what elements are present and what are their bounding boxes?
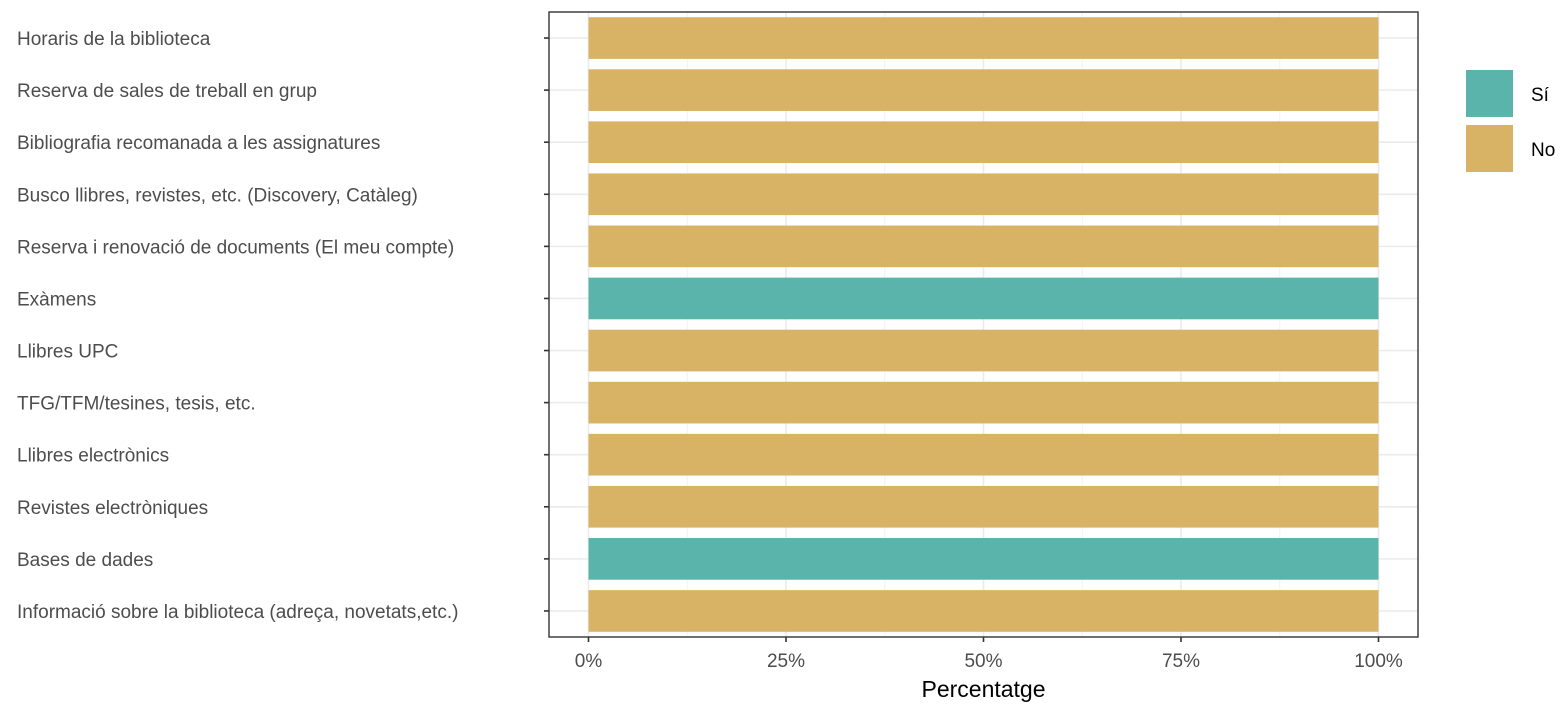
category-label: Revistes electròniques xyxy=(17,498,208,519)
legend-key-no xyxy=(1466,125,1513,172)
bar-no xyxy=(588,173,1379,216)
y-axis: Horaris de la biblioteca Reserva de sales… xyxy=(17,29,549,623)
x-tick-label: 100% xyxy=(1354,651,1403,672)
bar-no xyxy=(588,590,1379,632)
category-label: Horaris de la biblioteca xyxy=(17,29,211,50)
category-label: Bibliografia recomanada a les assignatur… xyxy=(17,133,380,154)
x-tick-label: 0% xyxy=(575,651,603,672)
category-label: Llibres UPC xyxy=(17,342,118,363)
category-label: Exàmens xyxy=(17,289,96,310)
x-tick-label: 25% xyxy=(767,651,805,672)
bars xyxy=(588,17,1379,632)
category-label: Reserva i renovació de documents (El meu… xyxy=(17,237,454,258)
legend-label: Sí xyxy=(1531,85,1550,106)
bar-no xyxy=(588,329,1379,372)
bar-no xyxy=(588,381,1379,424)
category-label: Reserva de sales de treball en grup xyxy=(17,81,317,102)
bar-si xyxy=(588,538,1379,580)
x-axis: 0% 25% 50% 75% 100% xyxy=(575,637,1403,672)
bar-no xyxy=(588,69,1379,111)
x-tick-label: 50% xyxy=(964,651,1002,672)
legend: Sí No xyxy=(1466,70,1555,172)
bar-no xyxy=(588,433,1379,476)
bar-no xyxy=(588,17,1379,59)
x-tick-label: 75% xyxy=(1162,651,1200,672)
x-axis-title: Percentatge xyxy=(921,676,1045,702)
category-label: Informació sobre la biblioteca (adreça, … xyxy=(17,602,458,623)
category-label: Bases de dades xyxy=(17,550,153,571)
legend-key-si xyxy=(1466,70,1513,117)
bar-no xyxy=(588,485,1379,528)
bar-si xyxy=(588,277,1379,320)
bar-no xyxy=(588,121,1379,164)
category-label: Busco llibres, revistes, etc. (Discovery… xyxy=(17,185,418,206)
legend-label: No xyxy=(1531,140,1555,161)
category-label: Llibres electrònics xyxy=(17,446,169,467)
category-label: TFG/TFM/tesines, tesis, etc. xyxy=(17,394,256,415)
bar-no xyxy=(588,225,1379,268)
